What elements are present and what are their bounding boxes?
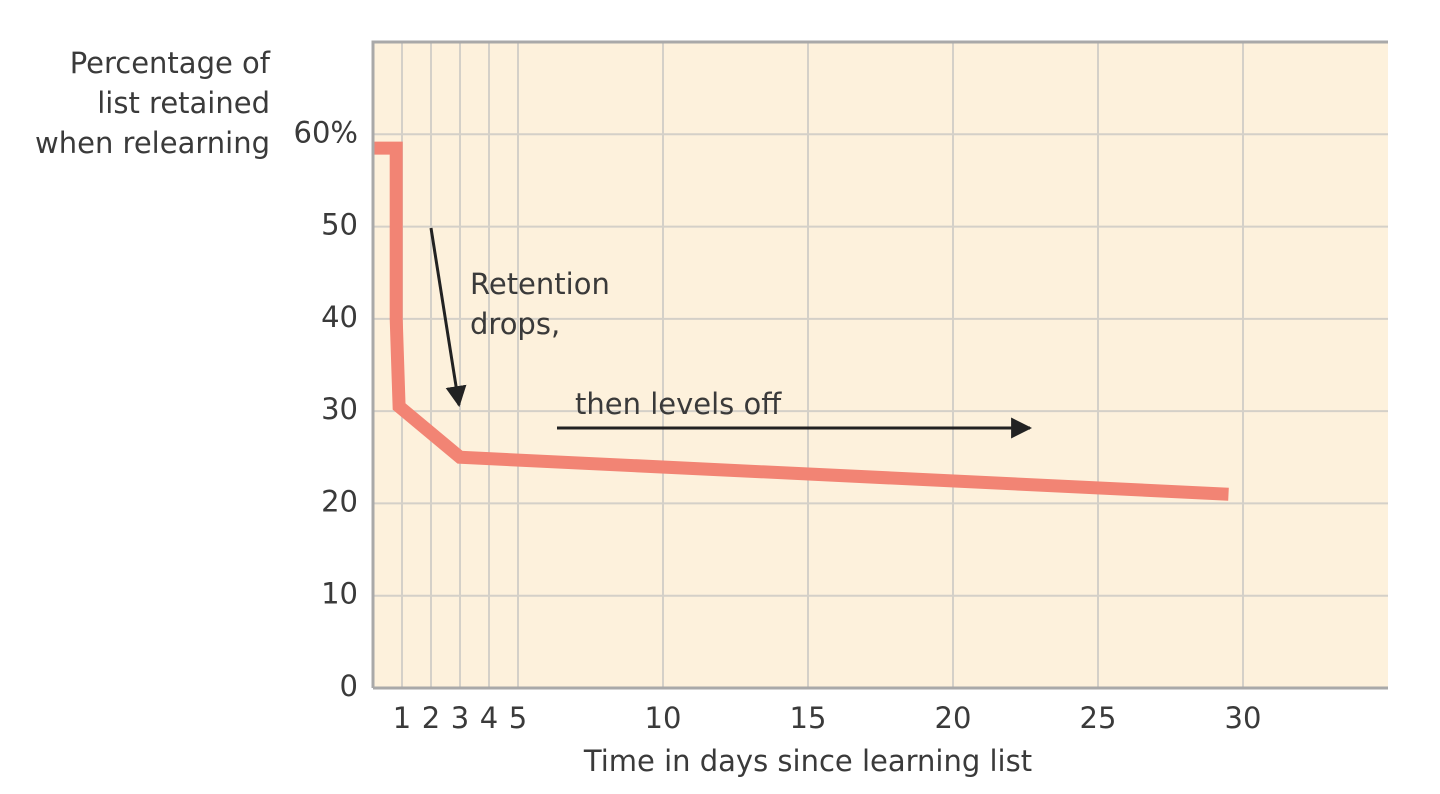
annotation: Retention xyxy=(470,267,610,301)
arrow xyxy=(429,227,467,408)
data-line xyxy=(373,141,1229,501)
x-tick-label: 1 xyxy=(393,701,411,735)
plot-frame xyxy=(371,40,1388,688)
x-tick-label: 20 xyxy=(935,701,972,735)
annotation: drops, xyxy=(470,307,560,341)
y-tick-label: 30 xyxy=(321,392,358,426)
x-tick-label: 25 xyxy=(1080,701,1117,735)
x-axis-label: Time in days since learning list xyxy=(583,744,1032,778)
y-tick-label: 10 xyxy=(321,577,358,611)
x-tick-label: 3 xyxy=(451,701,469,735)
y-tick-label: 50 xyxy=(321,208,358,242)
x-tick-label: 5 xyxy=(509,701,527,735)
plot-area xyxy=(373,42,1388,688)
annotation: then levels off xyxy=(575,387,782,421)
x-tick-label: 2 xyxy=(422,701,440,735)
x-tick-label: 4 xyxy=(480,701,498,735)
x-tick-label: 10 xyxy=(645,701,682,735)
y-axis-label: Percentage of xyxy=(70,46,271,80)
y-axis-label: list retained xyxy=(97,86,270,120)
x-tick-label: 30 xyxy=(1225,701,1262,735)
y-tick-label: 40 xyxy=(321,300,358,334)
y-axis-label: when relearning xyxy=(35,126,270,160)
y-tick-label: 0 xyxy=(340,669,358,703)
y-tick-label: 60% xyxy=(294,115,358,149)
y-tick-label: 20 xyxy=(321,484,358,518)
x-tick-label: 15 xyxy=(790,701,827,735)
